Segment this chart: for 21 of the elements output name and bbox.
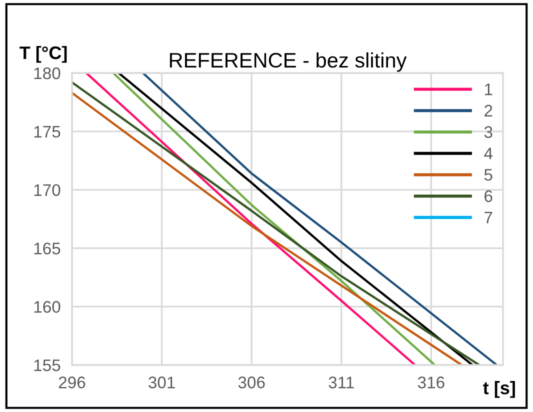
legend-label: 7 — [484, 212, 492, 224]
chart-title: REFERENCE - bez slitiny — [170, 52, 407, 72]
x-tick-label: 306 — [238, 376, 265, 388]
legend-label: 4 — [484, 148, 493, 160]
x-tick-label: 316 — [418, 376, 444, 388]
x-tick-label: 311 — [328, 376, 354, 388]
x-tick-label: 296 — [58, 376, 86, 388]
legend-label: 3 — [484, 126, 492, 138]
legend-label: 5 — [484, 169, 492, 181]
y-tick-label: 160 — [34, 301, 60, 313]
legend-label: 6 — [484, 190, 492, 202]
y-tick-label: 175 — [34, 126, 60, 138]
x-tick-label: 301 — [148, 376, 175, 388]
y-tick-label: 165 — [34, 242, 60, 254]
y-tick-label: 180 — [34, 67, 60, 80]
legend-label: 1 — [485, 84, 492, 96]
x-axis-title: t [s] — [483, 381, 515, 398]
legend-label: 2 — [484, 104, 492, 116]
y-tick-label: 170 — [34, 184, 60, 196]
y-axis-title: T [°C] — [20, 46, 67, 63]
y-tick-label: 155 — [34, 360, 60, 372]
